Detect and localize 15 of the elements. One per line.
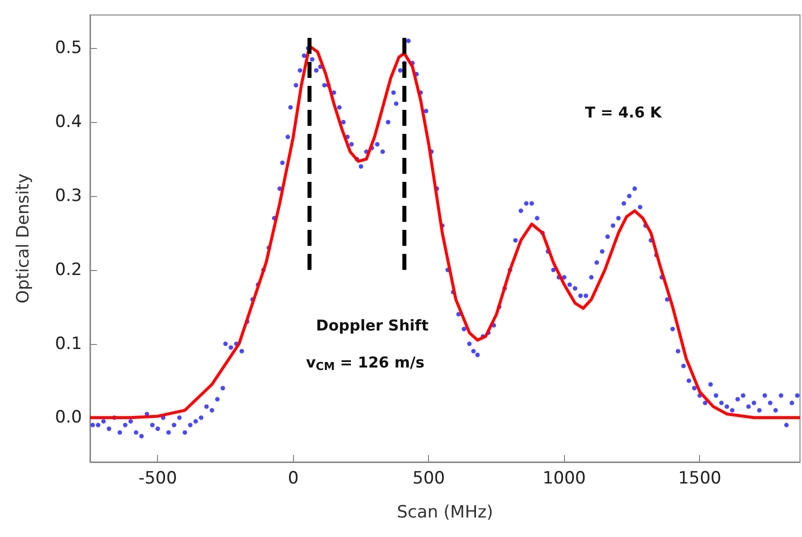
- y-tick-label: 0.1: [54, 334, 82, 354]
- annotation: Doppler Shift: [316, 316, 428, 334]
- y-tick-label: 0.4: [54, 112, 82, 132]
- x-tick-label: -500: [138, 468, 178, 488]
- y-tick-label: 0.3: [54, 186, 82, 206]
- y-tick-label: 0.0: [54, 408, 82, 428]
- y-tick-label: 0.2: [54, 260, 82, 280]
- x-tick-label: 500: [412, 468, 445, 488]
- x-axis-title: Scan (MHz): [396, 502, 494, 522]
- y-axis-title: Optical Density: [14, 173, 34, 304]
- x-tick-label: 1000: [542, 468, 586, 488]
- x-tick-label: 1500: [678, 468, 722, 488]
- x-tick-label: 0: [288, 468, 299, 488]
- y-tick-label: 0.5: [54, 38, 82, 58]
- annotation: T = 4.6 K: [585, 104, 664, 122]
